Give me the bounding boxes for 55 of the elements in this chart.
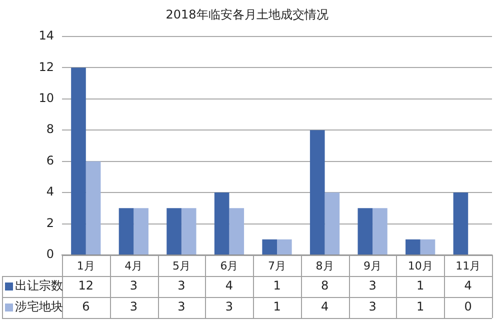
- y-tick-label: 14: [38, 28, 54, 43]
- data-label: 1: [416, 300, 424, 314]
- data-label: 3: [130, 278, 138, 293]
- y-tick-label: 12: [38, 60, 54, 74]
- data-label: 3: [368, 278, 376, 293]
- bar: [181, 208, 196, 254]
- x-tick-label: 11月: [456, 259, 481, 272]
- y-tick-label: 8: [46, 122, 54, 136]
- data-label: 12: [78, 278, 94, 293]
- x-tick-label: 9月: [364, 259, 382, 272]
- x-tick-label: 8月: [316, 259, 334, 272]
- legend-label: 出让宗数: [15, 278, 63, 293]
- bar: [420, 239, 436, 254]
- y-tick-label: 0: [46, 247, 54, 262]
- x-tick-label: 6月: [220, 259, 238, 272]
- bar: [262, 239, 277, 254]
- legend-label: 涉宅地块: [15, 300, 63, 314]
- data-label: 1: [416, 278, 424, 293]
- bar: [229, 208, 244, 254]
- bar: [310, 130, 325, 254]
- data-label: 3: [368, 300, 376, 314]
- data-label: 4: [320, 300, 329, 314]
- y-tick-label: 2: [46, 216, 54, 230]
- data-label: 8: [320, 278, 329, 293]
- y-tick-label: 4: [46, 184, 54, 199]
- x-tick-label: 7月: [268, 259, 286, 272]
- y-tick-label: 10: [38, 90, 54, 105]
- x-tick-label: 10月: [408, 259, 433, 272]
- data-label: 1: [273, 300, 281, 314]
- bar: [134, 208, 148, 254]
- bar: [453, 192, 468, 254]
- bar: [118, 208, 134, 254]
- chart-title: 2018年临安各月土地成交情况: [166, 7, 328, 22]
- data-label: 0: [464, 300, 472, 314]
- x-tick-label: 5月: [172, 259, 190, 272]
- data-label: 4: [225, 278, 234, 293]
- bar: [277, 239, 292, 254]
- y-tick-label: 6: [46, 153, 54, 168]
- bar: [358, 208, 373, 254]
- bar: [166, 208, 182, 254]
- data-label: 3: [130, 300, 138, 314]
- data-label: 6: [82, 300, 90, 314]
- data-label: 3: [178, 300, 186, 314]
- x-tick-label: 4月: [124, 259, 143, 272]
- x-tick-label: 1月: [76, 259, 95, 272]
- data-label: 3: [225, 300, 234, 314]
- data-label: 4: [464, 278, 472, 293]
- bar: [214, 192, 230, 254]
- data-label: 1: [273, 278, 281, 293]
- bar: [406, 239, 420, 254]
- bar: [86, 161, 101, 254]
- bar: [71, 68, 86, 254]
- bar: [372, 208, 388, 254]
- data-label: 3: [178, 278, 186, 293]
- bar: [324, 192, 340, 254]
